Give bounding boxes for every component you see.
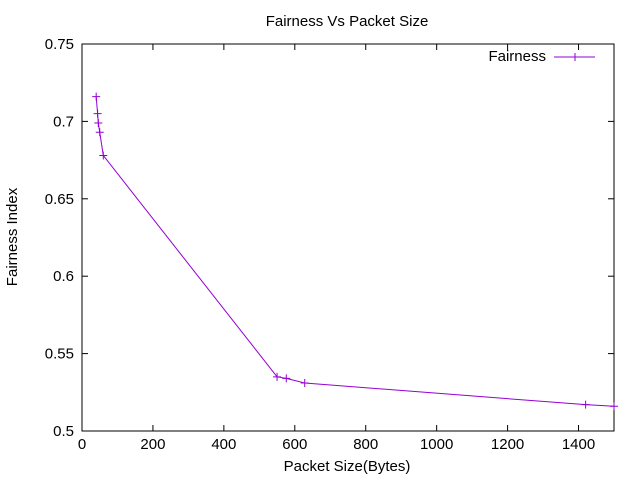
data-point — [94, 118, 103, 127]
plot-frame — [81, 43, 615, 432]
legend-label: Fairness — [488, 48, 546, 65]
series-layer — [92, 92, 618, 411]
x-tick-label: 800 — [353, 436, 378, 453]
data-point — [92, 92, 101, 101]
x-tick-label: 1200 — [491, 436, 524, 453]
y-tick-label: 0.6 — [53, 268, 74, 285]
x-tick-label: 0 — [78, 436, 86, 453]
y-axis-title: Fairness Index — [4, 187, 21, 286]
x-tick-label: 1400 — [562, 436, 595, 453]
legend: Fairness — [488, 48, 595, 65]
legend-marker — [571, 53, 579, 61]
y-tick-label: 0.55 — [45, 346, 74, 363]
x-tick-label: 600 — [282, 436, 307, 453]
data-point — [99, 151, 108, 160]
data-point — [610, 402, 618, 411]
y-tick-label: 0.5 — [53, 423, 74, 440]
x-tick-label: 1000 — [420, 436, 453, 453]
y-tick-label: 0.75 — [45, 36, 74, 53]
data-point — [95, 128, 104, 137]
y-axis: 0.5 0.55 0.6 0.65 0.7 0.75 — [45, 36, 614, 440]
data-point — [273, 372, 282, 381]
y-tick-label: 0.7 — [53, 113, 74, 130]
x-axis-title: Packet Size(Bytes) — [284, 458, 411, 475]
data-point — [93, 109, 102, 118]
series-line — [95, 96, 615, 407]
x-axis: 0 200 400 600 800 1000 1200 1400 — [78, 44, 595, 453]
x-tick-label: 200 — [140, 436, 165, 453]
data-point — [300, 379, 309, 388]
chart-title: Fairness Vs Packet Size — [266, 13, 429, 30]
data-point — [282, 374, 291, 383]
x-tick-label: 400 — [211, 436, 236, 453]
y-tick-label: 0.65 — [45, 191, 74, 208]
data-point — [581, 400, 590, 409]
